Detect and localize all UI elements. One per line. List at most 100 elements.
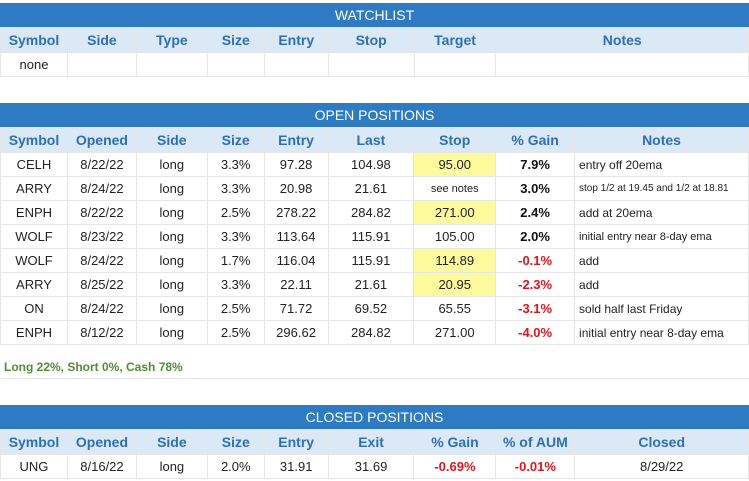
col-header-size[interactable]: Size bbox=[206, 127, 265, 153]
col-header-exit[interactable]: Exit bbox=[327, 429, 415, 455]
cell-entry[interactable]: 22.11 bbox=[263, 272, 329, 297]
col-header-size[interactable]: Size bbox=[206, 429, 265, 455]
cell-size[interactable]: 2.0% bbox=[206, 454, 265, 479]
col-header-notes[interactable]: Notes bbox=[495, 27, 749, 53]
cell-side[interactable]: long bbox=[135, 200, 208, 225]
cell-side[interactable]: long bbox=[135, 224, 208, 249]
col-header-notes[interactable]: Notes bbox=[574, 127, 749, 153]
cell-symbol[interactable]: WOLF bbox=[0, 248, 68, 273]
cell-entry[interactable]: 278.22 bbox=[263, 200, 329, 225]
cell-stop[interactable]: 65.55 bbox=[413, 296, 497, 321]
cell-symbol[interactable]: ENPH bbox=[0, 320, 68, 345]
cell-notes[interactable]: initial entry near 8-day ema bbox=[574, 224, 749, 249]
cell-aum[interactable]: -0.01% bbox=[495, 454, 576, 479]
col-header-size[interactable]: Size bbox=[206, 27, 265, 53]
col-header-side[interactable]: Side bbox=[135, 429, 208, 455]
cell[interactable] bbox=[263, 52, 329, 77]
col-header-symbol[interactable]: Symbol bbox=[0, 127, 68, 153]
cell[interactable] bbox=[66, 52, 137, 77]
col-header-gain[interactable]: % Gain bbox=[495, 127, 576, 153]
cell-size[interactable]: 2.5% bbox=[206, 200, 265, 225]
cell-notes[interactable]: sold half last Friday bbox=[574, 296, 749, 321]
cell-side[interactable]: long bbox=[135, 248, 208, 273]
col-header-entry[interactable]: Entry bbox=[263, 429, 329, 455]
cell-last[interactable]: 21.61 bbox=[327, 272, 415, 297]
cell-side[interactable]: long bbox=[135, 296, 208, 321]
cell-size[interactable]: 2.5% bbox=[206, 296, 265, 321]
cell-last[interactable]: 284.82 bbox=[327, 320, 415, 345]
cell-notes[interactable]: add bbox=[574, 272, 749, 297]
cell-size[interactable]: 3.3% bbox=[206, 152, 265, 177]
cell-gain[interactable]: -0.1% bbox=[495, 248, 576, 273]
cell-opened[interactable]: 8/24/22 bbox=[66, 248, 137, 273]
cell-side[interactable]: long bbox=[135, 320, 208, 345]
cell-stop-highlighted[interactable]: 114.89 bbox=[413, 248, 497, 273]
col-header-entry[interactable]: Entry bbox=[263, 27, 329, 53]
cell-last[interactable]: 115.91 bbox=[327, 224, 415, 249]
col-header-aum[interactable]: % of AUM bbox=[495, 429, 576, 455]
cell-size[interactable]: 3.3% bbox=[206, 224, 265, 249]
col-header-opened[interactable]: Opened bbox=[66, 429, 137, 455]
cell-gain[interactable]: -3.1% bbox=[495, 296, 576, 321]
cell-last[interactable]: 115.91 bbox=[327, 248, 415, 273]
cell-side[interactable]: long bbox=[135, 152, 208, 177]
col-header-symbol[interactable]: Symbol bbox=[0, 27, 68, 53]
cell-notes[interactable]: stop 1/2 at 19.45 and 1/2 at 18.81 bbox=[574, 176, 749, 201]
col-header-stop[interactable]: Stop bbox=[413, 127, 497, 153]
cell-gain[interactable]: -2.3% bbox=[495, 272, 576, 297]
cell-last[interactable]: 69.52 bbox=[327, 296, 415, 321]
cell-stop[interactable]: 271.00 bbox=[413, 320, 497, 345]
col-header-last[interactable]: Last bbox=[327, 127, 415, 153]
cell[interactable] bbox=[327, 52, 415, 77]
cell-stop-highlighted[interactable]: 20.95 bbox=[413, 272, 497, 297]
cell-entry[interactable]: 31.91 bbox=[263, 454, 329, 479]
cell-entry[interactable]: 97.28 bbox=[263, 152, 329, 177]
cell-gain[interactable]: 2.0% bbox=[495, 224, 576, 249]
cell-size[interactable]: 1.7% bbox=[206, 248, 265, 273]
cell-symbol[interactable]: WOLF bbox=[0, 224, 68, 249]
cell-entry[interactable]: 71.72 bbox=[263, 296, 329, 321]
cell-entry[interactable]: 296.62 bbox=[263, 320, 329, 345]
cell-last[interactable]: 104.98 bbox=[327, 152, 415, 177]
cell-exit[interactable]: 31.69 bbox=[327, 454, 415, 479]
col-header-side[interactable]: Side bbox=[135, 127, 208, 153]
cell-stop-highlighted[interactable]: 95.00 bbox=[413, 152, 497, 177]
cell-opened[interactable]: 8/25/22 bbox=[66, 272, 137, 297]
cell-last[interactable]: 284.82 bbox=[327, 200, 415, 225]
cell-opened[interactable]: 8/22/22 bbox=[66, 152, 137, 177]
cell-opened[interactable]: 8/16/22 bbox=[66, 454, 137, 479]
cell-gain[interactable]: 2.4% bbox=[495, 200, 576, 225]
col-header-symbol[interactable]: Symbol bbox=[0, 429, 68, 455]
col-header-type[interactable]: Type bbox=[135, 27, 208, 53]
cell-stop[interactable]: 105.00 bbox=[413, 224, 497, 249]
cell-opened[interactable]: 8/12/22 bbox=[66, 320, 137, 345]
cell-stop[interactable]: see notes bbox=[413, 176, 497, 201]
col-header-target[interactable]: Target bbox=[413, 27, 497, 53]
cell-entry[interactable]: 116.04 bbox=[263, 248, 329, 273]
cell[interactable] bbox=[495, 52, 749, 77]
cell-stop-highlighted[interactable]: 271.00 bbox=[413, 200, 497, 225]
cell-opened[interactable]: 8/23/22 bbox=[66, 224, 137, 249]
cell-symbol[interactable]: ENPH bbox=[0, 200, 68, 225]
cell-entry[interactable]: 113.64 bbox=[263, 224, 329, 249]
cell-opened[interactable]: 8/24/22 bbox=[66, 176, 137, 201]
cell-size[interactable]: 2.5% bbox=[206, 320, 265, 345]
cell-symbol[interactable]: CELH bbox=[0, 152, 68, 177]
cell-side[interactable]: long bbox=[135, 454, 208, 479]
cell-opened[interactable]: 8/24/22 bbox=[66, 296, 137, 321]
cell-notes[interactable]: add bbox=[574, 248, 749, 273]
cell-symbol[interactable]: ARRY bbox=[0, 176, 68, 201]
cell-notes[interactable]: initial entry near 8-day ema bbox=[574, 320, 749, 345]
cell-notes[interactable]: add at 20ema bbox=[574, 200, 749, 225]
cell[interactable] bbox=[135, 52, 208, 77]
cell-side[interactable]: long bbox=[135, 176, 208, 201]
cell-symbol[interactable]: ARRY bbox=[0, 272, 68, 297]
col-header-stop[interactable]: Stop bbox=[327, 27, 415, 53]
cell[interactable] bbox=[413, 52, 497, 77]
cell-entry[interactable]: 20.98 bbox=[263, 176, 329, 201]
col-header-gain[interactable]: % Gain bbox=[413, 429, 497, 455]
cell-notes[interactable]: entry off 20ema bbox=[574, 152, 749, 177]
cell-symbol[interactable]: UNG bbox=[0, 454, 68, 479]
cell[interactable] bbox=[206, 52, 265, 77]
col-header-opened[interactable]: Opened bbox=[66, 127, 137, 153]
